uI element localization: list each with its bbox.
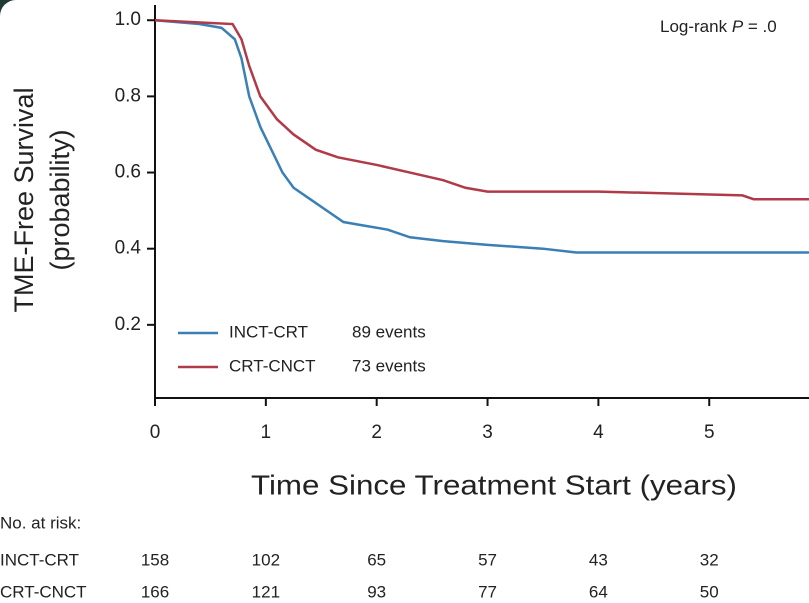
y-axis-title-line: (probability) — [45, 129, 75, 270]
legend-events: 73 events — [352, 356, 426, 375]
risk-title: No. at risk: — [0, 513, 81, 532]
risk-count: 77 — [478, 582, 497, 601]
risk-count: 57 — [478, 550, 497, 569]
risk-count: 166 — [141, 582, 169, 601]
annotation: Log-rank P = .0 — [660, 17, 777, 36]
x-tick-label: 2 — [371, 422, 382, 443]
annotation-text: = .0 — [743, 17, 777, 36]
risk-count: 65 — [367, 550, 386, 569]
x-axis-title: Time Since Treatment Start (years) — [251, 469, 737, 500]
y-tick-label: 1.0 — [115, 9, 141, 30]
x-tick-label: 4 — [593, 422, 604, 443]
y-tick-label: 0.6 — [115, 162, 141, 183]
y-axis-title-line: TME-Free Survival — [9, 87, 39, 312]
legend-label: CRT-CNCT — [229, 356, 316, 375]
legend-events: 89 events — [352, 322, 426, 341]
survival-curve — [154, 18, 809, 201]
x-tick-label: 5 — [704, 422, 715, 443]
risk-row-label: INCT-CRT — [0, 550, 79, 569]
x-tick-label: 0 — [150, 422, 161, 443]
annotation-text: Log-rank — [660, 17, 732, 36]
risk-count: 93 — [367, 582, 386, 601]
survival-curve — [154, 18, 809, 254]
risk-count: 64 — [589, 582, 608, 601]
risk-count: 43 — [589, 550, 608, 569]
risk-count: 50 — [700, 582, 719, 601]
y-tick-label: 0.2 — [115, 314, 141, 335]
y-tick-label: 0.8 — [115, 85, 141, 106]
legend-label: INCT-CRT — [229, 322, 308, 341]
risk-count: 121 — [252, 582, 280, 601]
risk-count: 102 — [252, 550, 280, 569]
risk-row-label: CRT-CNCT — [0, 582, 87, 601]
y-tick-label: 0.4 — [115, 238, 142, 259]
annotation-p: P — [732, 17, 744, 36]
x-tick-label: 3 — [482, 422, 493, 443]
risk-count: 32 — [700, 550, 719, 569]
x-tick-label: 1 — [261, 422, 272, 443]
risk-count: 158 — [141, 550, 169, 569]
y-axis-title: TME-Free Survival (probability) — [9, 87, 75, 312]
